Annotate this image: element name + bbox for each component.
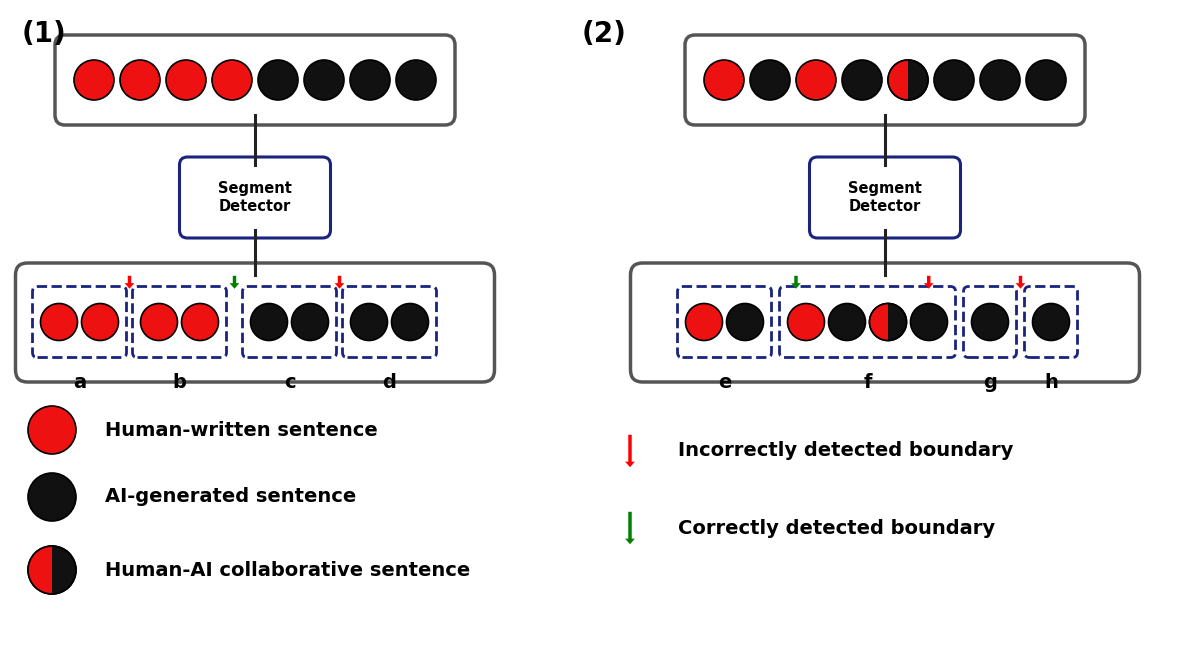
Circle shape	[291, 303, 328, 340]
Circle shape	[396, 60, 436, 100]
Wedge shape	[53, 546, 64, 570]
Circle shape	[1033, 303, 1070, 340]
Circle shape	[304, 60, 344, 100]
Circle shape	[888, 60, 928, 100]
Text: c: c	[284, 373, 295, 392]
Circle shape	[829, 303, 866, 340]
Circle shape	[251, 303, 288, 340]
Circle shape	[392, 303, 429, 340]
Text: f: f	[863, 373, 872, 392]
Circle shape	[27, 546, 76, 594]
Circle shape	[1026, 60, 1066, 100]
Text: Correctly detected boundary: Correctly detected boundary	[678, 519, 995, 537]
FancyBboxPatch shape	[810, 157, 960, 238]
Text: (1): (1)	[21, 20, 67, 48]
Circle shape	[726, 303, 763, 340]
Text: Segment
Detector: Segment Detector	[219, 181, 293, 214]
Circle shape	[972, 303, 1009, 340]
FancyBboxPatch shape	[179, 157, 331, 238]
Circle shape	[842, 60, 882, 100]
Wedge shape	[888, 303, 897, 322]
Circle shape	[685, 303, 722, 340]
Circle shape	[41, 303, 78, 340]
Text: d: d	[382, 373, 396, 392]
Circle shape	[796, 60, 836, 100]
Text: g: g	[983, 373, 997, 392]
Wedge shape	[888, 60, 907, 100]
Circle shape	[27, 473, 76, 521]
FancyBboxPatch shape	[55, 35, 455, 125]
Wedge shape	[869, 303, 888, 340]
Circle shape	[213, 60, 252, 100]
Text: Incorrectly detected boundary: Incorrectly detected boundary	[678, 442, 1014, 460]
Circle shape	[258, 60, 298, 100]
Circle shape	[166, 60, 207, 100]
Circle shape	[788, 303, 825, 340]
Circle shape	[980, 60, 1020, 100]
Text: Human-AI collaborative sentence: Human-AI collaborative sentence	[105, 561, 470, 579]
Circle shape	[121, 60, 160, 100]
Text: Segment
Detector: Segment Detector	[848, 181, 922, 214]
Text: h: h	[1044, 373, 1058, 392]
Text: Human-written sentence: Human-written sentence	[105, 420, 377, 440]
FancyBboxPatch shape	[630, 263, 1139, 382]
Text: b: b	[173, 373, 186, 392]
Circle shape	[141, 303, 178, 340]
Wedge shape	[41, 570, 53, 594]
Circle shape	[704, 60, 744, 100]
Circle shape	[27, 406, 76, 454]
Wedge shape	[27, 546, 53, 594]
Circle shape	[934, 60, 974, 100]
FancyBboxPatch shape	[16, 263, 494, 382]
Text: e: e	[718, 373, 731, 392]
Wedge shape	[879, 322, 888, 340]
FancyBboxPatch shape	[685, 35, 1085, 125]
Text: AI-generated sentence: AI-generated sentence	[105, 487, 356, 507]
Text: a: a	[73, 373, 86, 392]
Circle shape	[81, 303, 118, 340]
Circle shape	[351, 303, 388, 340]
Circle shape	[350, 60, 390, 100]
Wedge shape	[907, 60, 918, 80]
Circle shape	[181, 303, 219, 340]
Circle shape	[74, 60, 113, 100]
Circle shape	[869, 303, 906, 340]
Circle shape	[911, 303, 948, 340]
Text: (2): (2)	[581, 20, 627, 48]
Wedge shape	[898, 80, 907, 100]
Circle shape	[750, 60, 790, 100]
